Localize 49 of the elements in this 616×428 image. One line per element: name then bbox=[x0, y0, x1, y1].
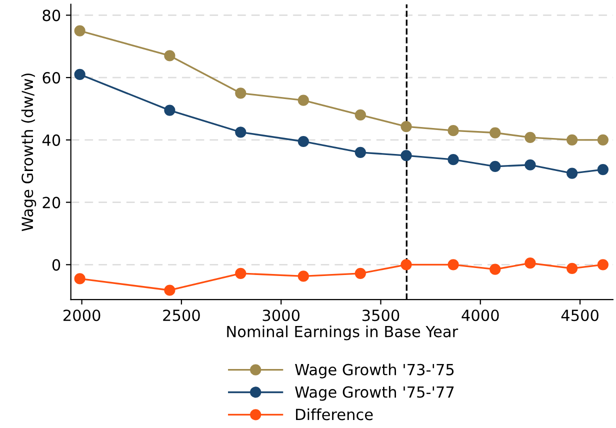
point bbox=[235, 126, 246, 138]
point bbox=[566, 168, 578, 179]
point bbox=[164, 284, 176, 296]
point bbox=[354, 146, 366, 158]
x-tick-label: 4000 bbox=[462, 310, 499, 322]
y-tick-label: 80 bbox=[42, 10, 60, 22]
y-tick-label: 60 bbox=[42, 72, 60, 84]
x-tick-label: 3500 bbox=[362, 310, 400, 322]
point bbox=[235, 268, 246, 279]
point bbox=[298, 270, 309, 282]
point bbox=[400, 150, 412, 162]
point bbox=[354, 268, 366, 279]
point bbox=[164, 50, 176, 62]
y-tick-label: 40 bbox=[42, 134, 60, 146]
point bbox=[524, 132, 536, 143]
point bbox=[354, 109, 366, 121]
y-tick-label: 0 bbox=[52, 259, 60, 271]
point bbox=[298, 136, 309, 148]
legend-label: Difference bbox=[296, 408, 373, 420]
x-tick-label: 4500 bbox=[561, 310, 598, 322]
point bbox=[448, 259, 459, 270]
point bbox=[597, 134, 609, 146]
x-tick-label: 2500 bbox=[163, 310, 200, 322]
y-tick-label: 20 bbox=[42, 196, 60, 208]
point bbox=[566, 134, 578, 146]
legend-label: Wage Growth '73-'75 bbox=[295, 364, 454, 378]
point bbox=[524, 258, 536, 269]
y-axis-title: Wage Growth (dw/w) bbox=[21, 74, 36, 232]
legend-label: Wage Growth '75-'77 bbox=[295, 386, 454, 401]
point bbox=[164, 104, 176, 116]
point bbox=[74, 273, 86, 284]
point bbox=[74, 68, 86, 80]
x-axis-title: Nominal Earnings in Base Year bbox=[227, 325, 458, 340]
point bbox=[566, 262, 578, 274]
point bbox=[400, 259, 412, 270]
point bbox=[524, 159, 536, 170]
point bbox=[400, 120, 412, 132]
point bbox=[597, 259, 609, 270]
point bbox=[298, 94, 309, 106]
x-tick-label: 2000 bbox=[63, 310, 100, 322]
point bbox=[448, 154, 459, 166]
point bbox=[490, 160, 501, 172]
point bbox=[448, 125, 459, 136]
point bbox=[74, 25, 86, 36]
x-tick-label: 3000 bbox=[262, 310, 300, 322]
point bbox=[490, 264, 501, 275]
point bbox=[235, 88, 246, 99]
point bbox=[597, 164, 609, 176]
point bbox=[490, 127, 501, 138]
